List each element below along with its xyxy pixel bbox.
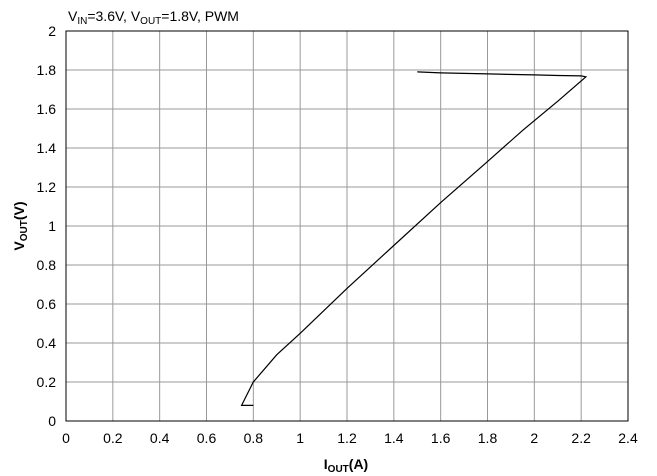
x-tick-label: 0.4 bbox=[150, 430, 170, 446]
y-tick-label: 0.8 bbox=[37, 257, 57, 273]
x-tick-label: 1.8 bbox=[478, 430, 498, 446]
x-tick-label: 1.2 bbox=[337, 430, 357, 446]
y-tick-label: 1 bbox=[48, 218, 56, 234]
x-tick-label: 2.2 bbox=[571, 430, 591, 446]
x-tick-label: 0.6 bbox=[197, 430, 217, 446]
x-tick-label: 0.8 bbox=[244, 430, 264, 446]
x-tick-label: 0.2 bbox=[103, 430, 123, 446]
series-line bbox=[240, 71, 588, 406]
y-tick-label: 0.6 bbox=[37, 296, 57, 312]
x-tick-label: 2.4 bbox=[618, 430, 638, 446]
x-tick-label: 0 bbox=[62, 430, 70, 446]
x-tick-label: 1 bbox=[296, 430, 304, 446]
x-tick-label: 1.4 bbox=[384, 430, 404, 446]
y-tick-label: 0 bbox=[48, 413, 56, 429]
x-axis-label: IOUT(A) bbox=[324, 456, 368, 475]
series-group bbox=[240, 71, 588, 406]
x-tick-labels: 0 0.2 0.4 0.6 0.8 1 1.2 1.4 1.6 1.8 2 2.2 2.4 bbox=[62, 430, 638, 446]
y-tick-label: 1.8 bbox=[37, 62, 57, 78]
y-tick-label: 1.4 bbox=[37, 140, 57, 156]
y-tick-label: 0.4 bbox=[37, 335, 57, 351]
y-tick-label: 2 bbox=[48, 23, 56, 39]
plot-frame bbox=[65, 30, 629, 422]
y-tick-label: 1.2 bbox=[37, 179, 57, 195]
grid bbox=[65, 30, 629, 422]
x-tick-label: 1.6 bbox=[431, 430, 451, 446]
y-tick-label: 0.2 bbox=[37, 374, 57, 390]
y-axis-label: VOUT(V) bbox=[11, 201, 30, 250]
x-tick-label: 2 bbox=[530, 430, 538, 446]
y-tick-labels: 0 0.2 0.4 0.6 0.8 1 1.2 1.4 1.6 1.8 2 bbox=[37, 23, 57, 429]
y-tick-label: 1.6 bbox=[37, 101, 57, 117]
chart-title: VIN=3.6V, VOUT=1.8V, PWM bbox=[68, 8, 239, 27]
